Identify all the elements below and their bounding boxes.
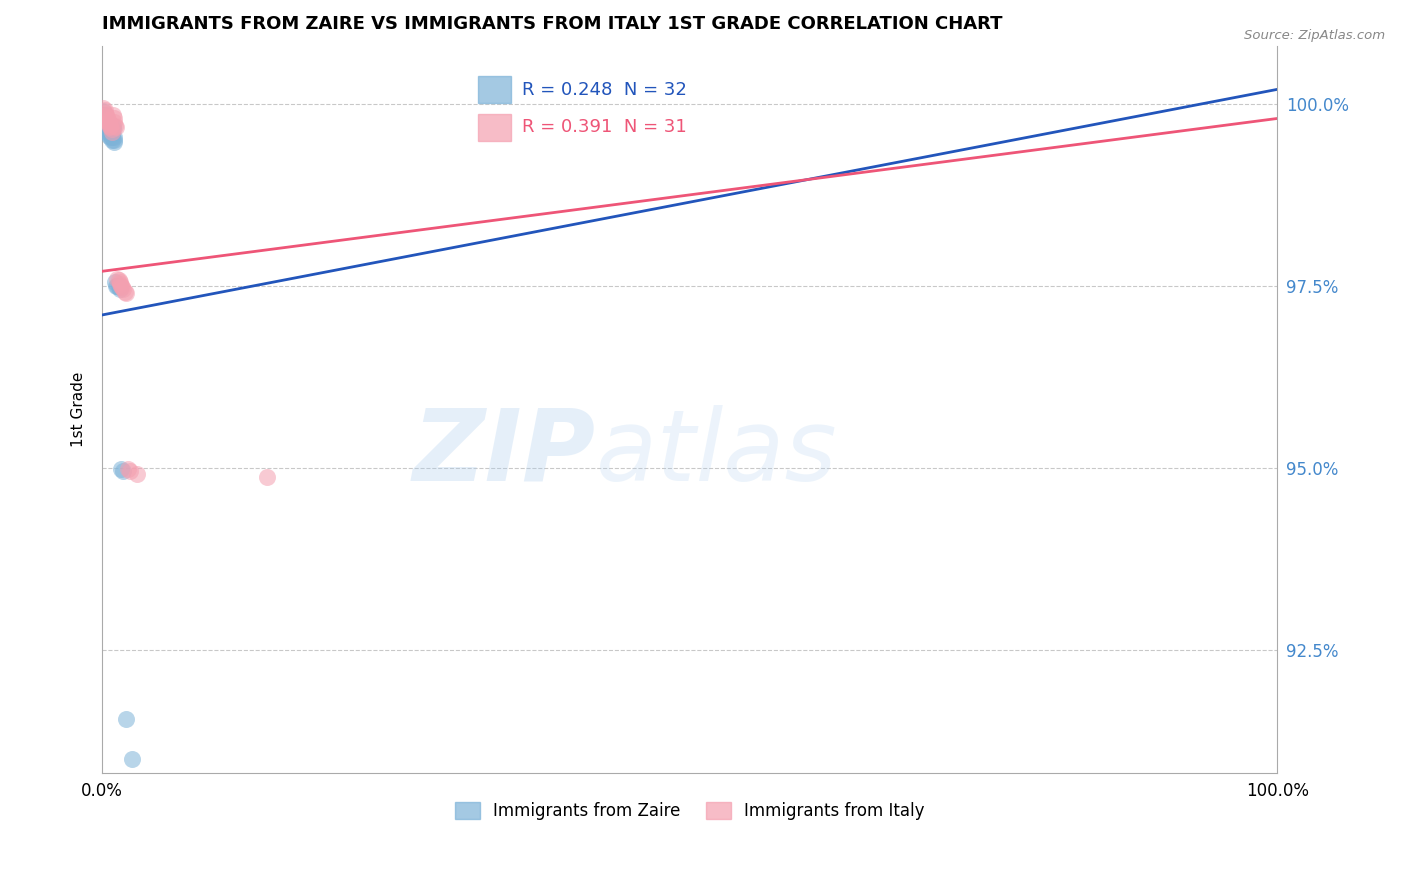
Point	[103, 135, 125, 149]
Point	[107, 278, 129, 293]
Point	[108, 283, 131, 297]
Point	[107, 273, 129, 287]
Point	[93, 108, 115, 122]
Point	[114, 712, 136, 726]
Point	[108, 277, 131, 292]
Point	[96, 115, 118, 129]
Point	[256, 469, 278, 483]
Point	[100, 119, 122, 133]
Point	[100, 124, 122, 138]
Point	[120, 464, 142, 478]
Point	[98, 115, 121, 129]
Text: atlas: atlas	[596, 405, 838, 501]
Text: IMMIGRANTS FROM ZAIRE VS IMMIGRANTS FROM ITALY 1ST GRADE CORRELATION CHART: IMMIGRANTS FROM ZAIRE VS IMMIGRANTS FROM…	[103, 15, 1002, 33]
Point	[112, 283, 135, 297]
Point	[93, 101, 115, 115]
Point	[98, 117, 121, 131]
Legend: Immigrants from Zaire, Immigrants from Italy: Immigrants from Zaire, Immigrants from I…	[449, 796, 931, 827]
Point	[103, 115, 125, 129]
Point	[93, 112, 115, 126]
Point	[93, 105, 115, 120]
Point	[94, 112, 117, 127]
Point	[100, 133, 122, 147]
Point	[101, 108, 124, 122]
Point	[103, 129, 125, 144]
Point	[114, 286, 136, 301]
Point	[104, 275, 127, 289]
Point	[105, 120, 128, 135]
Point	[94, 108, 117, 122]
Y-axis label: 1st Grade: 1st Grade	[72, 372, 86, 447]
Point	[98, 128, 121, 142]
Point	[96, 120, 118, 135]
Point	[110, 462, 132, 476]
Point	[93, 108, 115, 122]
Point	[100, 126, 122, 140]
Point	[107, 271, 129, 285]
Point	[100, 122, 122, 136]
Point	[97, 124, 120, 138]
Point	[104, 119, 127, 133]
Point	[100, 120, 122, 135]
Point	[94, 115, 117, 129]
Point	[117, 462, 139, 476]
Point	[97, 115, 120, 129]
Point	[105, 278, 128, 293]
Text: ZIP: ZIP	[413, 405, 596, 501]
Point	[100, 126, 122, 140]
Point	[93, 103, 115, 117]
Point	[103, 133, 125, 147]
Point	[93, 104, 115, 119]
Point	[101, 122, 124, 136]
Point	[108, 275, 131, 289]
Point	[107, 280, 129, 294]
Point	[111, 280, 134, 294]
Point	[110, 278, 132, 293]
Point	[100, 129, 122, 144]
Point	[97, 112, 120, 127]
Point	[114, 285, 136, 299]
Point	[127, 467, 149, 481]
Point	[101, 119, 124, 133]
Point	[103, 112, 125, 126]
Point	[97, 122, 120, 136]
Point	[96, 110, 118, 124]
Point	[100, 129, 122, 144]
Point	[112, 464, 135, 478]
Point	[121, 752, 143, 766]
Point	[98, 128, 121, 143]
Text: Source: ZipAtlas.com: Source: ZipAtlas.com	[1244, 29, 1385, 42]
Point	[94, 119, 117, 133]
